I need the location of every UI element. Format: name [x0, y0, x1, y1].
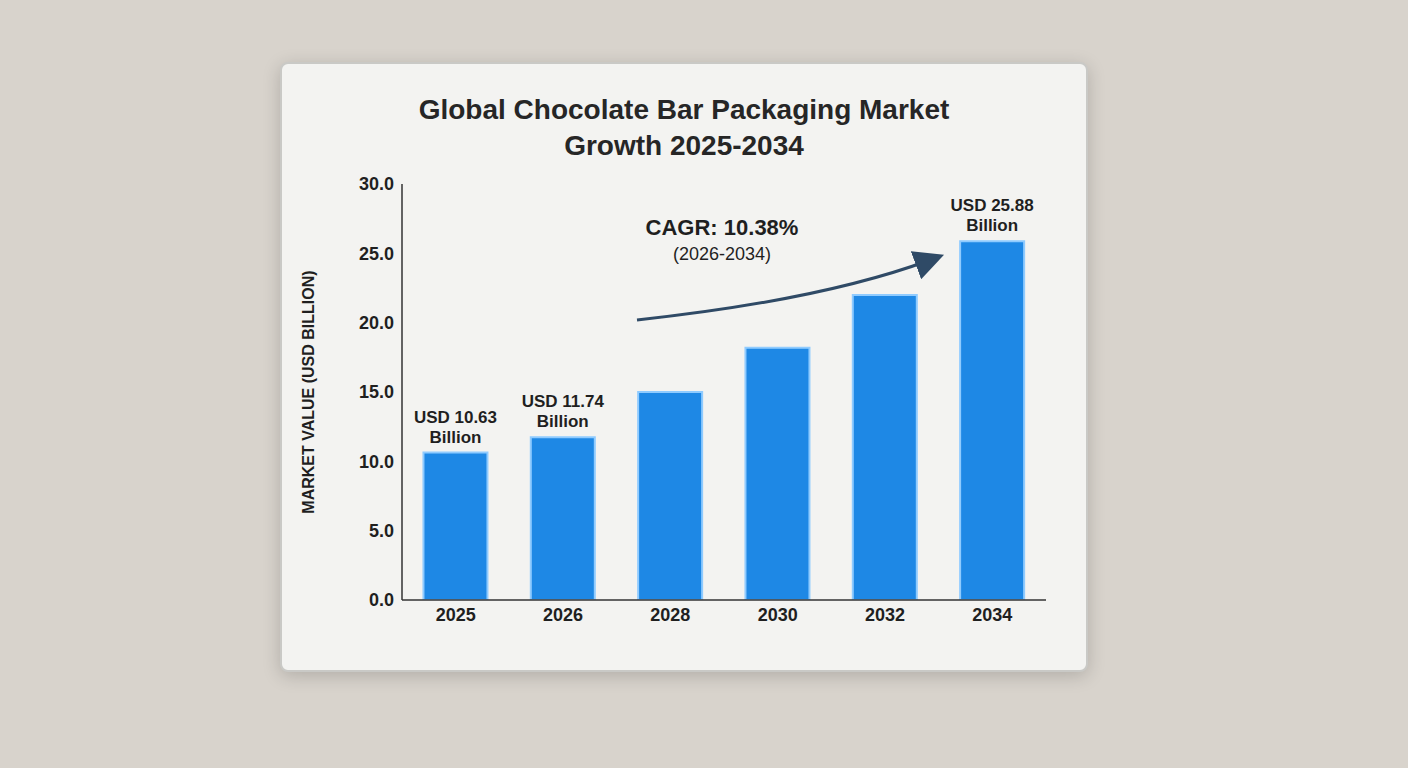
- svg-text:2034: 2034: [972, 605, 1012, 625]
- svg-text:25.0: 25.0: [359, 244, 394, 264]
- svg-text:10.0: 10.0: [359, 452, 394, 472]
- svg-text:Billion: Billion: [966, 216, 1018, 235]
- svg-text:2025: 2025: [436, 605, 476, 625]
- html-text:Global Chocolate Bar Packaging: Global Chocolate Bar Packaging Market Gr…: [418, 94, 950, 161]
- svg-text:Billion: Billion: [537, 412, 589, 431]
- html-text:(2026-2034): (2026-2034): [673, 244, 771, 264]
- svg-text:30.0: 30.0: [359, 174, 394, 194]
- svg-text:MARKET VALUE (USD BILLION): MARKET VALUE (USD BILLION): [300, 270, 317, 513]
- svg-text:USD 11.74: USD 11.74: [522, 392, 605, 411]
- svg-text:2028: 2028: [650, 605, 690, 625]
- svg-text:USD 10.63: USD 10.63: [414, 408, 497, 427]
- svg-text:5.0: 5.0: [369, 521, 394, 541]
- svg-text:20.0: 20.0: [359, 313, 394, 333]
- html-text:CAGR: 10.38%: CAGR: 10.38%: [645, 215, 799, 240]
- svg-text:2026: 2026: [543, 605, 583, 625]
- svg-text:2032: 2032: [865, 605, 905, 625]
- svg-text:Billion: Billion: [429, 428, 481, 447]
- svg-text:2030: 2030: [758, 605, 798, 625]
- svg-text:15.0: 15.0: [359, 382, 394, 402]
- svg-text:USD 25.88: USD 25.88: [951, 196, 1034, 215]
- svg-text:0.0: 0.0: [369, 590, 394, 610]
